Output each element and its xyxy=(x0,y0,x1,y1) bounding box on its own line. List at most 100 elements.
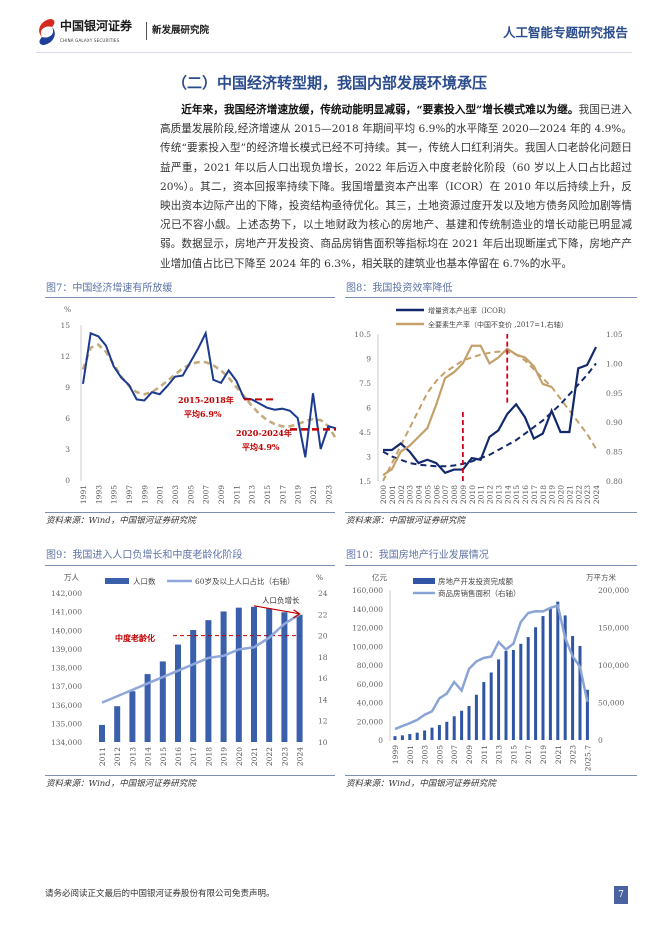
investment-bar xyxy=(482,682,486,740)
x-tick-label: 2020 xyxy=(235,747,244,766)
x-tick-label: 2019 xyxy=(539,745,548,764)
investment-bar xyxy=(489,672,493,740)
left-unit-label: 亿元 xyxy=(372,572,387,582)
x-tick-label: 2014 xyxy=(503,485,512,504)
x-tick-label: 2005 xyxy=(423,485,432,504)
investment-bar xyxy=(430,727,434,740)
negative-growth-arrow xyxy=(253,605,300,615)
investment-bar xyxy=(423,730,427,740)
y-unit-label: % xyxy=(64,305,71,314)
y-tick-label: 6 xyxy=(65,414,70,423)
figure10-source: 资料来源：Wind，中国银河证券研究院 xyxy=(346,779,496,789)
y-tick-label-left: 6 xyxy=(366,404,371,413)
x-tick-label: 2003 xyxy=(406,485,415,504)
page-number: 7 xyxy=(614,886,628,904)
x-tick-label: 2023 xyxy=(280,747,289,766)
annotation-label: 2015-2018年 xyxy=(178,395,234,405)
y-tick-label: 15 xyxy=(60,321,70,330)
x-tick-label: 2020 xyxy=(557,485,566,504)
y-tick-label-left: 20,000 xyxy=(357,717,383,726)
x-tick-label: 2024 xyxy=(592,485,601,504)
y-tick-label-right: 14 xyxy=(318,695,328,704)
x-tick-label: 2017 xyxy=(530,485,539,504)
x-tick-label: 2010 xyxy=(468,485,477,504)
x-tick-label: 2018 xyxy=(539,485,548,504)
investment-bar xyxy=(497,659,501,740)
legend-label: 全要素生产率（中国不变价 ,2017=1,右轴） xyxy=(428,320,568,329)
y-tick-label-left: 120,000 xyxy=(352,624,383,633)
x-tick-label: 2016 xyxy=(174,747,183,766)
y-tick-label-left: 1.5 xyxy=(359,477,371,486)
section-title: （二）中国经济转型期，我国内部发展环境承压 xyxy=(172,74,488,92)
y-tick-label-left: 7.5 xyxy=(359,379,371,388)
population-bar xyxy=(251,606,257,742)
y-tick-label-left: 140,000 xyxy=(51,626,82,635)
x-tick-label: 2023 xyxy=(583,485,592,504)
x-tick-label: 2017 xyxy=(189,747,198,766)
investment-bar xyxy=(571,636,575,740)
population-bar xyxy=(205,620,212,742)
sales-area-line xyxy=(394,603,589,731)
x-tick-label: 2001 xyxy=(388,485,397,504)
brand-name: 中国银河证券 xyxy=(60,19,133,33)
figure8-title: 图8：我国投资效率降低 xyxy=(346,283,453,294)
population-bar xyxy=(190,630,197,742)
investment-bar xyxy=(526,637,530,740)
y-tick-label-right: 50,000 xyxy=(598,699,624,708)
x-tick-label: 2015 xyxy=(159,747,168,766)
legend-label: 商品房销售面积（右轴） xyxy=(438,588,521,598)
right-unit-label: 万平方米 xyxy=(586,572,616,582)
header-separator xyxy=(146,22,147,40)
investment-bar xyxy=(563,615,567,740)
y-tick-label: 3 xyxy=(65,445,70,454)
x-tick-label: 1999 xyxy=(140,485,149,504)
x-tick-label: 2003 xyxy=(421,745,430,764)
x-tick-label: 2000 xyxy=(379,485,388,504)
x-tick-label: 2007 xyxy=(202,485,211,504)
body-text: 我国已进入高质量发展阶段,经济增速从 2015—2018 年期间平均 6.9%的… xyxy=(160,104,633,270)
x-tick-label: 2015 xyxy=(263,485,272,504)
x-tick-label: 2023 xyxy=(324,485,333,504)
y-tick-label-right: 0 xyxy=(598,736,603,745)
investment-bar xyxy=(504,650,508,740)
investment-bar xyxy=(467,706,471,740)
y-tick-label-right: 16 xyxy=(318,674,328,683)
legend-swatch xyxy=(413,578,435,584)
x-tick-label: 2017 xyxy=(524,745,533,764)
x-tick-label: 2005 xyxy=(435,745,444,764)
investment-bar xyxy=(400,735,404,740)
x-tick-label: 2004 xyxy=(415,485,424,504)
y-tick-label: 0 xyxy=(65,476,70,485)
icor-line xyxy=(383,346,597,475)
y-tick-label-left: 140,000 xyxy=(352,605,383,614)
y-tick-label-left: 134,000 xyxy=(51,738,82,747)
population-bar xyxy=(266,608,273,742)
x-tick-label: 2021 xyxy=(554,745,563,764)
figure8-top-rule xyxy=(345,297,637,298)
investment-bar xyxy=(445,721,449,740)
x-tick-label: 2019 xyxy=(548,485,557,504)
investment-bar xyxy=(585,689,589,740)
aging-ratio-line xyxy=(101,613,301,704)
x-tick-label: 2016 xyxy=(521,485,530,504)
x-tick-label: 2009 xyxy=(459,485,468,504)
population-bar xyxy=(235,607,242,742)
figure7-top-rule xyxy=(45,297,335,298)
population-bar xyxy=(296,614,303,742)
investment-bar xyxy=(415,732,419,740)
x-tick-label: 2006 xyxy=(432,485,441,504)
y-tick-label-right: 22 xyxy=(318,610,328,619)
y-tick-label-right: 0.85 xyxy=(606,448,623,457)
gdp-growth-line xyxy=(82,330,337,458)
legend-label: 房地产开发投资完成额 xyxy=(438,576,513,586)
population-bar xyxy=(281,612,288,742)
x-tick-label: 2014 xyxy=(144,747,153,766)
x-tick-label: 2008 xyxy=(450,485,459,504)
x-tick-label: 2007 xyxy=(441,485,450,504)
body-paragraph: 近年来，我国经济增速放缓，传统动能明显减弱，“要素投入型”增长模式难以为继。我国… xyxy=(160,101,632,274)
x-tick-label: 2002 xyxy=(397,485,406,504)
y-tick-label: 12 xyxy=(60,352,70,361)
x-tick-label: 2001 xyxy=(406,745,415,764)
y-tick-label-right: 150,000 xyxy=(598,624,629,633)
x-tick-label: 2015 xyxy=(512,485,521,504)
